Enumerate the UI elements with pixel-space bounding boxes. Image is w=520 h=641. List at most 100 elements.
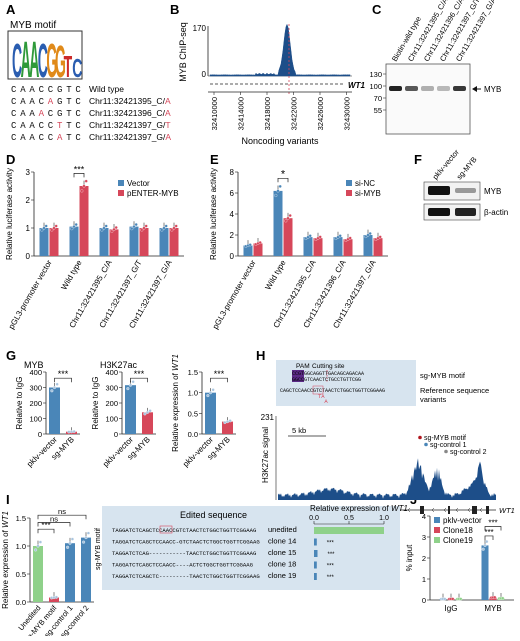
h-exon: [472, 506, 477, 514]
y-tick-label: 0.0: [16, 598, 26, 607]
h-ylabel: H3K27ac signal: [261, 427, 270, 483]
y-tick-label: 2: [230, 231, 235, 240]
bar: [373, 238, 383, 256]
blot-f-actin-band-2: [455, 208, 476, 216]
data-point: [36, 544, 40, 548]
h-exon: [448, 506, 450, 514]
data-point: [74, 222, 78, 227]
chip-xtick-label: 32430000: [343, 97, 352, 130]
significance-bracket: [277, 177, 289, 183]
chart-title: H3K27ac: [100, 360, 138, 370]
y-tick-label: 4: [422, 512, 426, 521]
data-point: [148, 409, 152, 413]
motif-base: A: [39, 109, 45, 119]
i-clone-sig: ***: [327, 575, 335, 581]
y-tick-label: 0: [38, 430, 42, 439]
panel-letter-h: H: [256, 348, 265, 363]
y-axis-label: Relative expression of WT1: [1, 511, 10, 609]
i-sequence: TAGGATCTCAG-----------TAACTCTGGCTGGTTCGG…: [112, 550, 257, 557]
y-tick-label: 0.5: [188, 409, 198, 418]
motif-base: T: [66, 133, 72, 143]
h-legend-dot: [444, 449, 448, 454]
bar: [81, 537, 91, 602]
legend-swatch: [434, 537, 440, 543]
data-point: [54, 595, 58, 599]
h-variant-char: A: [324, 398, 328, 405]
x-tick-label: IgG: [445, 604, 458, 613]
bar: [65, 543, 75, 602]
bar: [222, 421, 233, 434]
motif-base: A: [29, 133, 35, 143]
logo-letter: C: [38, 34, 48, 88]
data-point: [288, 214, 292, 218]
chip-ymax: 170: [193, 24, 207, 33]
y-axis-label: Relative luciferase activity: [209, 168, 218, 260]
chip-xtick-label: 32418000: [263, 97, 272, 130]
data-point: [451, 597, 455, 601]
data-point: [72, 225, 76, 229]
i-sequence: TAGGATCTCAGCTCCAACC----ACTCTGGCTGGTTCGGA…: [112, 562, 254, 569]
x-tick-label: pGL3-promoter vector: [211, 258, 258, 331]
i-clone-bar: [314, 561, 317, 569]
i-sequence-box: [102, 506, 400, 590]
variant-label: Chr11:32421397_G/A: [89, 132, 171, 142]
data-point: [142, 226, 146, 230]
data-point: [174, 224, 178, 228]
data-point: [258, 240, 262, 245]
bar: [169, 228, 179, 256]
significance-label: ns: [50, 514, 58, 523]
y-tick-label: 0.0: [188, 430, 198, 439]
y-axis-label: Relative to IgG: [15, 377, 24, 430]
motif-base: C: [39, 133, 45, 143]
i-clone-sig: ***: [327, 564, 335, 570]
y-tick-label: 100: [105, 415, 118, 424]
blot-c-marker: 70: [374, 94, 382, 103]
panel-letter-b: B: [170, 2, 179, 17]
panel-letter-e: E: [210, 152, 219, 167]
bar: [142, 412, 153, 434]
h-ref-seq: CAGCTCCAACCGTCTAACTCTGGCTGGTTCGGAAG: [280, 388, 385, 394]
h-legend-dot: [418, 435, 422, 440]
motif-base: C: [39, 121, 45, 131]
motif-base: A: [20, 109, 26, 119]
y-tick-label: 2: [26, 196, 31, 205]
data-point: [42, 226, 46, 230]
legend-swatch: [434, 527, 440, 533]
bar: [49, 387, 60, 434]
blot-c-markers: 130 100 70 55: [369, 70, 386, 115]
panel-letter-g: G: [6, 348, 16, 363]
bar: [99, 228, 109, 256]
data-point: [278, 184, 282, 188]
motif-base: A: [20, 121, 26, 131]
data-point: [145, 410, 150, 414]
blot-c-bands: [389, 86, 466, 91]
i-clone-sig: ***: [327, 541, 335, 547]
chart-e: 0 2 4 6 8 Relative luciferase activitypGL3-pr…: [209, 168, 388, 331]
motif-base: A: [20, 85, 26, 95]
y-tick-label: 300: [105, 384, 118, 393]
significance-label: ***: [134, 369, 145, 379]
blot-c-marker: 130: [369, 70, 382, 79]
chip-ymin: 0: [202, 70, 207, 79]
data-point: [378, 235, 382, 239]
y-tick-label: 1: [26, 224, 31, 233]
chart-title: MYB: [24, 360, 44, 370]
motif-base: C: [48, 133, 54, 143]
bar: [79, 186, 89, 256]
data-point: [364, 234, 368, 239]
y-tick-label: 400: [105, 368, 118, 377]
y-tick-label: 1.5: [16, 514, 26, 523]
data-point: [72, 429, 76, 434]
i-sequence: TAGGATCTCAGCTCCAACC-GTCTAACTCTGGCTGGTTCG…: [112, 539, 260, 546]
motif-logo-frame: [7, 30, 83, 80]
blot-f-actin-label: β-actin: [484, 208, 508, 217]
motif-base: T: [66, 97, 72, 107]
data-point: [338, 234, 342, 238]
h-seq-top: CCGTGGCAGGTTGACAGCAGACAA: [292, 371, 364, 377]
motif-base: A: [29, 97, 35, 107]
